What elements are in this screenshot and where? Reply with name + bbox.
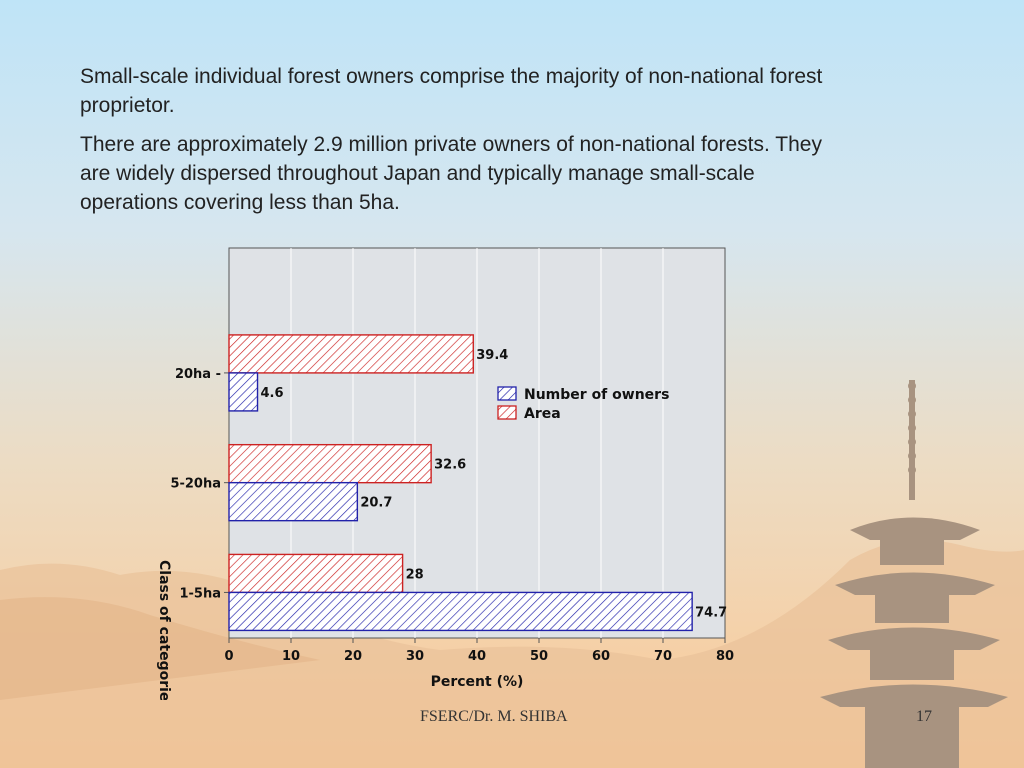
bar-value-label: 4.6 [261, 386, 284, 401]
bar [228, 481, 359, 522]
bar-value-label: 20.7 [360, 496, 392, 511]
page-number: 17 [916, 708, 932, 725]
category-labels: 20ha - 5-20ha 1-5ha [170, 367, 221, 602]
x-tick-label: 60 [592, 649, 610, 664]
x-tick-labels: 0 10 20 30 40 50 60 70 80 [224, 649, 734, 664]
bar [228, 372, 259, 412]
legend-swatch [497, 405, 517, 420]
x-tick-label: 50 [530, 649, 548, 664]
x-tick-label: 30 [406, 649, 424, 664]
x-tick-label: 20 [344, 649, 362, 664]
category-label: 5-20ha [170, 477, 221, 492]
x-tick-label: 80 [716, 649, 734, 664]
paragraph-1: Small-scale individual forest owners com… [80, 65, 823, 117]
x-tick-label: 10 [282, 649, 300, 664]
legend: Number of owners Area [497, 386, 669, 422]
bar [228, 553, 404, 594]
category-label: 20ha - [175, 367, 221, 382]
bars [228, 334, 693, 632]
x-tick-label: 70 [654, 649, 672, 664]
slide-text: Small-scale individual forest owners com… [80, 62, 840, 227]
bar-value-label: 74.7 [695, 605, 727, 620]
footer-credit: FSERC/Dr. M. SHIBA [420, 708, 568, 725]
legend-label: Area [524, 406, 561, 422]
x-tick-label: 0 [224, 649, 233, 664]
bar-value-label: 32.6 [434, 458, 466, 473]
category-label: 1-5ha [179, 586, 221, 601]
x-axis-label: Percent (%) [431, 674, 524, 690]
bar-value-label: 39.4 [476, 348, 508, 363]
pagoda-icon [820, 380, 1008, 768]
bar [228, 443, 432, 484]
bar [228, 334, 474, 374]
bar-value-label: 28 [406, 567, 424, 582]
legend-label: Number of owners [524, 387, 669, 403]
legend-swatch [497, 386, 517, 401]
bar [228, 591, 693, 632]
mountain-silhouette-front [0, 597, 320, 700]
y-axis-label: Class of categorie [156, 560, 172, 700]
x-tick-label: 40 [468, 649, 486, 664]
bar-labels: 39.4 4.6 32.6 20.7 28 74.7 [261, 348, 728, 621]
paragraph-2: There are approximately 2.9 million priv… [80, 133, 822, 214]
